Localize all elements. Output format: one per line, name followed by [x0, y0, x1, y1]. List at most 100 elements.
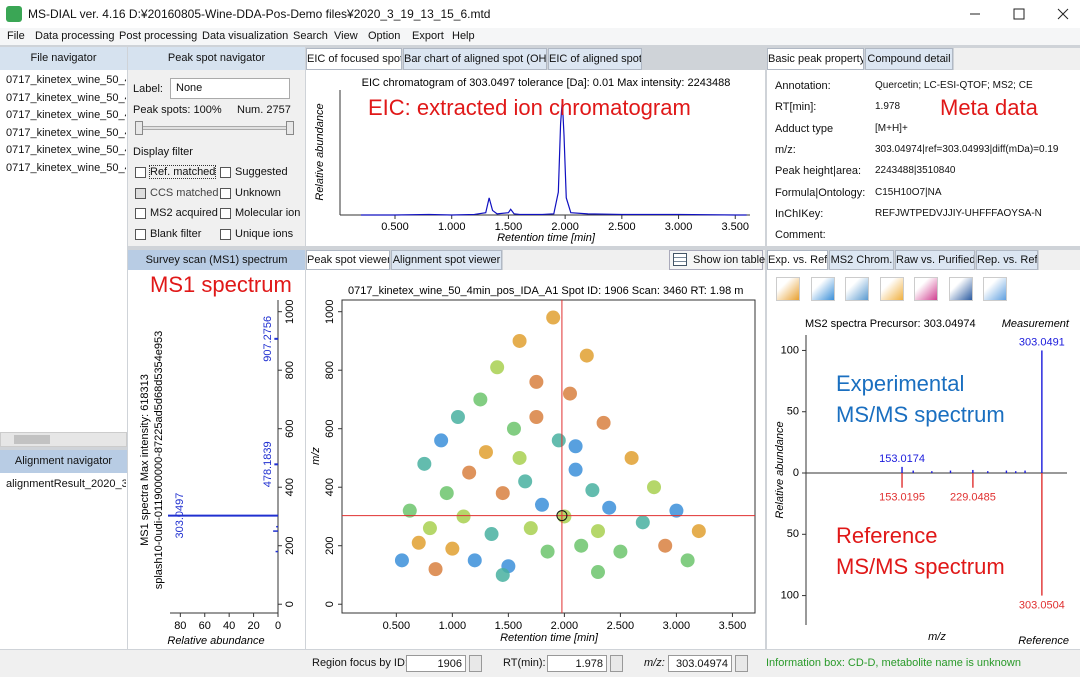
- file-item[interactable]: 0717_kinetex_wine_50_4m: [6, 126, 126, 139]
- tab[interactable]: Rep. vs. Ref.: [976, 250, 1038, 270]
- meta-area: [767, 70, 1080, 246]
- spot: [534, 497, 549, 512]
- tab[interactable]: Alignment spot viewer: [391, 250, 502, 270]
- tab-strip: [1039, 250, 1080, 270]
- maximize[interactable]: [1013, 8, 1025, 20]
- go-button[interactable]: [610, 655, 623, 672]
- checkbox-label[interactable]: Suggested: [235, 166, 288, 178]
- spectrum-title: MS2 spectra Precursor: 303.04974: [805, 318, 976, 330]
- slider-thumb[interactable]: [286, 121, 294, 135]
- checkbox-label[interactable]: CCS matched: [150, 186, 219, 199]
- file-item[interactable]: 0717_kinetex_wine_50_4m: [6, 144, 126, 156]
- tool-icon[interactable]: [948, 277, 973, 301]
- tab[interactable]: MS2 Chrom.: [829, 250, 894, 270]
- slider-thumb[interactable]: [135, 121, 143, 135]
- plot-frame: [341, 299, 756, 614]
- spot: [590, 565, 605, 580]
- info-box: Information box: CD-D, metabolite name i…: [766, 657, 1021, 669]
- menu-item[interactable]: View: [334, 30, 358, 42]
- x-tick-label: 0.500: [383, 620, 411, 632]
- menu-item[interactable]: Post processing: [119, 30, 198, 42]
- tab[interactable]: Raw vs. Purified: [895, 250, 975, 270]
- tab[interactable]: Exp. vs. Ref.: [767, 250, 828, 270]
- tool-icon[interactable]: [983, 277, 1007, 301]
- menu-item[interactable]: Help: [452, 30, 475, 42]
- checkbox[interactable]: [220, 228, 231, 240]
- tool-icon[interactable]: [845, 277, 869, 301]
- peak-count: Num. 2757: [237, 104, 291, 116]
- annotation: Reference: [836, 523, 938, 548]
- status-field[interactable]: 303.04974: [668, 655, 732, 672]
- spot: [495, 486, 510, 501]
- table-icon: [673, 253, 687, 266]
- status-field[interactable]: 1906: [406, 655, 466, 672]
- checkbox[interactable]: [135, 167, 146, 178]
- menu-item[interactable]: Data processing: [35, 30, 115, 42]
- annotation: EIC: extracted ion chromatogram: [368, 95, 691, 120]
- checkbox[interactable]: [135, 228, 146, 240]
- spot: [596, 415, 611, 430]
- menu-bar: [0, 28, 1080, 45]
- alignment-item[interactable]: alignmentResult_2020_3_1: [6, 478, 126, 490]
- tab[interactable]: Compound detail: [865, 48, 953, 70]
- go-button[interactable]: [735, 655, 748, 672]
- meta-label: Peak height|area:: [775, 165, 862, 178]
- meta-label: Comment:: [775, 229, 826, 241]
- panel-header: Peak spot navigator: [128, 47, 305, 70]
- tab[interactable]: Basic peak property: [767, 48, 864, 70]
- window-controls[interactable]: [960, 4, 1078, 24]
- scroll-thumb[interactable]: [14, 435, 50, 444]
- x-tick-label: 20: [247, 620, 259, 632]
- tool-icon[interactable]: [879, 277, 904, 301]
- go-button[interactable]: [469, 655, 482, 672]
- file-item[interactable]: 0717_kinetex_wine_50_4m: [6, 74, 126, 86]
- spot: [680, 553, 695, 568]
- status-field[interactable]: 1.978: [547, 655, 607, 672]
- spot: [439, 486, 454, 501]
- tab[interactable]: EIC of focused spot: [306, 48, 402, 70]
- tool-icon[interactable]: [914, 277, 938, 301]
- checkbox-label[interactable]: MS2 acquired: [150, 207, 218, 219]
- file-item[interactable]: 0717_kinetex_wine_50_4m: [6, 91, 126, 104]
- file-item[interactable]: 0717_kinetex_wine_50_4m: [6, 161, 126, 174]
- label-combo[interactable]: None: [170, 78, 290, 99]
- peak-label: 303.0497: [174, 493, 186, 539]
- show-ion-table[interactable]: Show ion table: [669, 250, 765, 270]
- meta-value: Quercetin; LC-ESI-QTOF; MS2; CE: [875, 80, 1033, 91]
- menu-item[interactable]: File: [7, 30, 25, 42]
- spot: [484, 527, 499, 542]
- checkbox[interactable]: [220, 208, 231, 219]
- spot: [490, 360, 505, 375]
- checkbox[interactable]: [135, 187, 146, 199]
- spot: [574, 538, 589, 553]
- menu-item[interactable]: Data visualization: [202, 30, 289, 42]
- tool-icon[interactable]: [810, 277, 835, 301]
- checkbox-label[interactable]: Blank filter: [150, 227, 202, 240]
- checkbox[interactable]: [135, 208, 146, 219]
- checkbox[interactable]: [220, 187, 231, 199]
- menu-item[interactable]: Export: [412, 30, 444, 42]
- tab[interactable]: Bar chart of aligned spot (OH): [403, 48, 547, 70]
- menu-item[interactable]: Option: [368, 30, 401, 42]
- spot: [590, 524, 605, 539]
- peak-label: 907.2756: [262, 316, 274, 362]
- x-tick-label: 3.500: [719, 620, 747, 632]
- meta-label: Adduct type: [775, 122, 834, 135]
- checkbox-label[interactable]: Ref. matched: [148, 165, 217, 179]
- checkbox-label[interactable]: Unknown: [235, 186, 281, 199]
- y-tick-label: 200: [324, 537, 336, 555]
- checkbox-label[interactable]: Unique ions: [235, 227, 294, 240]
- checkbox-label[interactable]: Molecular ion: [235, 207, 301, 219]
- spot: [585, 483, 600, 498]
- checkbox[interactable]: [220, 167, 231, 178]
- tab[interactable]: EIC of aligned spot: [548, 48, 642, 70]
- y-tick-label: 50: [787, 406, 799, 418]
- spot: [422, 521, 437, 536]
- close[interactable]: [1057, 8, 1069, 20]
- tool-icon[interactable]: [776, 277, 800, 301]
- spot: [691, 524, 706, 539]
- x-tick-label: 0.500: [381, 221, 409, 233]
- menu-item[interactable]: Search: [293, 30, 328, 42]
- tab[interactable]: Peak spot viewer: [306, 250, 390, 270]
- file-item[interactable]: 0717_kinetex_wine_50_4m: [6, 109, 126, 121]
